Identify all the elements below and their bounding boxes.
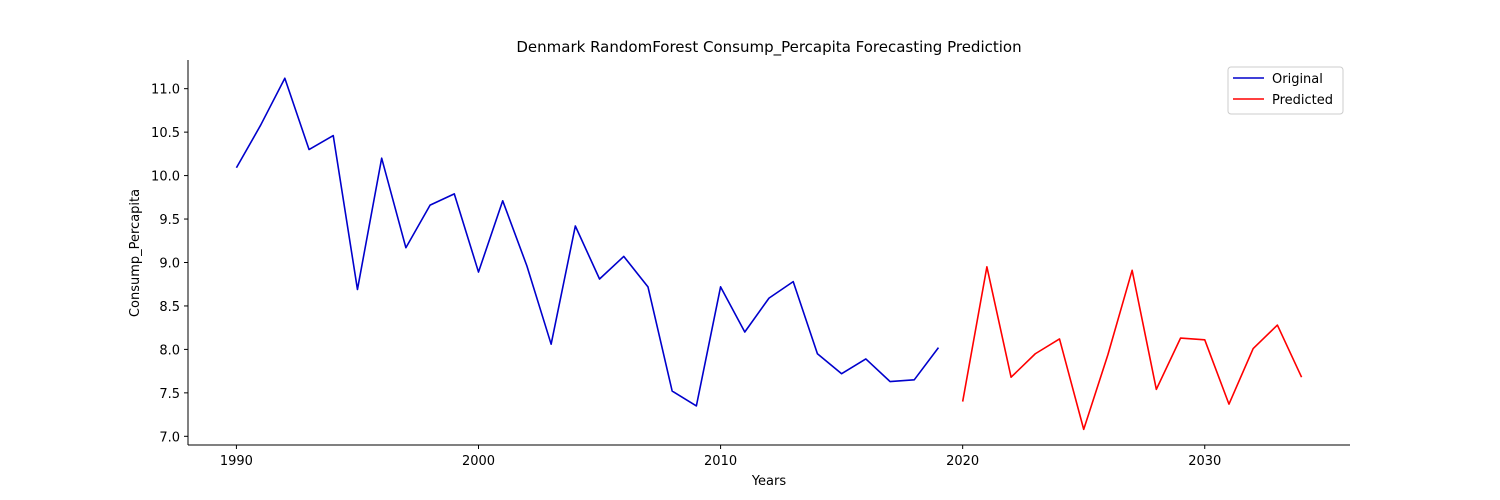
x-axis-ticks: 1990 2000 2010 2020 2030 [220,445,1221,469]
y-tick-label: 10.0 [151,170,180,185]
y-tick-label: 10.5 [151,126,180,141]
legend: Original Predicted [1227,66,1344,115]
plot-area [235,77,1303,431]
y-tick-label: 7.5 [159,387,180,402]
x-axis-title: Years [751,474,787,489]
y-axis-ticks: 7.0 7.5 8.0 8.5 9.0 9.5 10.0 10.5 11.0 [151,83,188,445]
legend-label-original: Original [1272,72,1323,87]
y-tick-label: 7.0 [159,430,180,445]
x-tick-label: 1990 [220,454,253,469]
x-tick-label: 2020 [946,454,979,469]
y-tick-label: 9.5 [159,213,180,228]
legend-label-predicted: Predicted [1272,93,1333,108]
x-tick-label: 2030 [1188,454,1221,469]
y-axis-title: Consump_Percapita [128,189,143,317]
y-tick-label: 9.0 [159,256,180,271]
y-tick-label: 8.5 [159,300,180,315]
chart-title: Denmark RandomForest Consump_Percapita F… [516,38,1021,57]
series-line-original [235,77,940,407]
series-line-predicted [961,266,1303,431]
y-tick-label: 11.0 [151,83,180,98]
x-tick-label: 2000 [462,454,495,469]
y-tick-label: 8.0 [159,343,180,358]
x-tick-label: 2010 [704,454,737,469]
